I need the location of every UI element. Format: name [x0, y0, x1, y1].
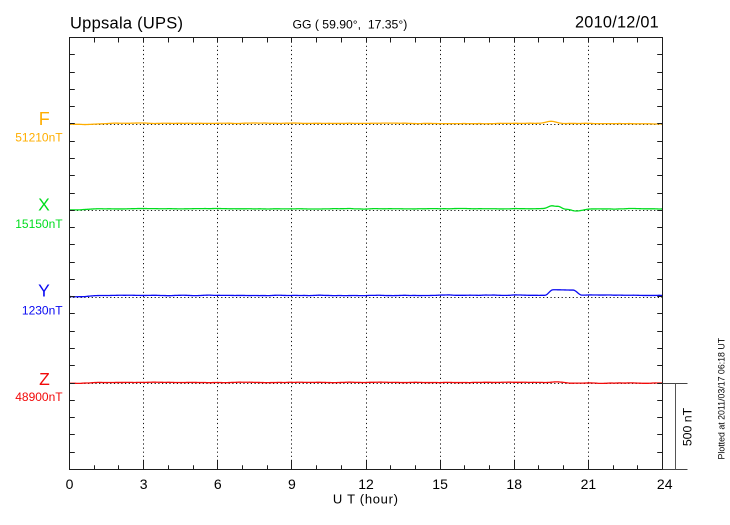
svg-text:Uppsala (UPS): Uppsala (UPS) [70, 14, 183, 32]
svg-text:GG ( 59.90°, 17.35°): GG ( 59.90°, 17.35°) [293, 17, 408, 31]
svg-text:21: 21 [581, 476, 597, 492]
svg-text:9: 9 [288, 476, 296, 492]
svg-text:15150nT: 15150nT [15, 217, 63, 231]
svg-text:15: 15 [432, 476, 448, 492]
svg-text:U T (hour): U T (hour) [333, 491, 399, 506]
svg-text:6: 6 [214, 476, 222, 492]
svg-text:3: 3 [140, 476, 148, 492]
svg-text:X: X [38, 195, 50, 215]
svg-text:51210nT: 51210nT [15, 131, 63, 145]
svg-text:Plotted at 2011/03/17 06:18 UT: Plotted at 2011/03/17 06:18 UT [717, 337, 727, 459]
svg-text:2010/12/01: 2010/12/01 [575, 14, 659, 32]
svg-text:F: F [39, 109, 50, 129]
svg-text:48900nT: 48900nT [15, 390, 63, 404]
svg-text:12: 12 [358, 476, 374, 492]
svg-text:24: 24 [657, 476, 673, 492]
svg-text:18: 18 [506, 476, 522, 492]
svg-text:1230nT: 1230nT [22, 304, 63, 318]
svg-text:0: 0 [66, 476, 74, 492]
svg-text:Y: Y [38, 281, 50, 301]
svg-text:500 nT: 500 nT [681, 407, 695, 446]
svg-text:Z: Z [39, 369, 50, 389]
